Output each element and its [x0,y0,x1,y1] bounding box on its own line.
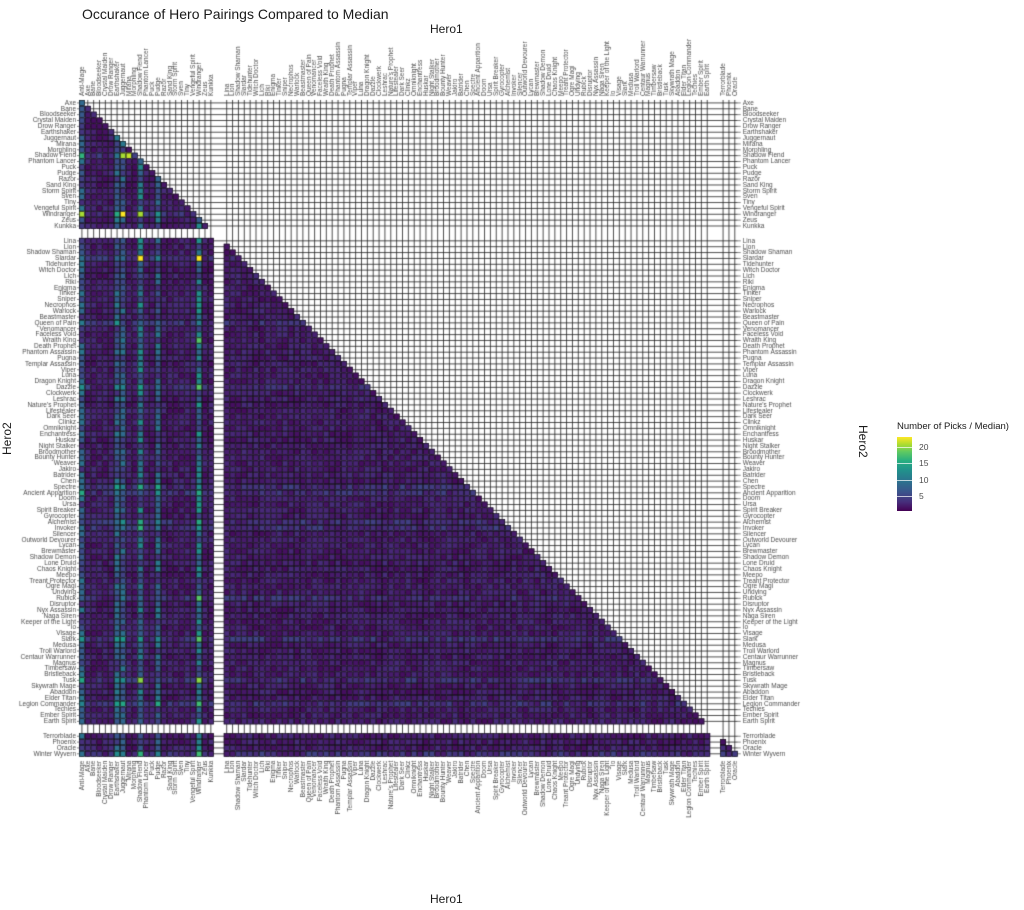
color-legend: Number of Picks / Median) 5 10 15 20 [897,421,1009,511]
legend-title: Number of Picks / Median) [897,421,1009,432]
legend-tick-label: 5 [919,491,924,502]
legend-tick-label: 10 [919,474,929,485]
legend-tick-mark [897,496,912,498]
legend-tick-mark [897,463,912,465]
legend-tick-mark [897,479,912,481]
legend-colorbar [897,437,912,511]
legend-tick-label: 20 [919,441,929,452]
legend-tick-label: 15 [919,458,929,469]
legend-tick-mark [897,446,912,448]
